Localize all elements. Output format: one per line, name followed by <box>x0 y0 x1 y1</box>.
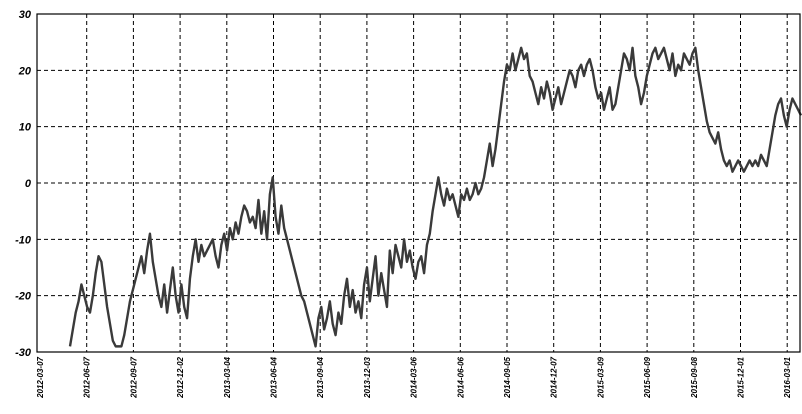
x-tick-label: 2014-12-07 <box>550 356 559 398</box>
x-tick-label: 2014-09-05 <box>503 356 512 398</box>
y-tick-label: 10 <box>19 122 32 134</box>
x-tick: 2012-09-07 <box>129 356 138 398</box>
x-tick: 2015-03-09 <box>596 356 605 398</box>
y-tick-label: 20 <box>18 65 32 77</box>
x-tick: 2013-09-04 <box>316 356 325 398</box>
x-tick: 2014-03-06 <box>410 356 419 398</box>
y-tick: 30 <box>19 9 32 21</box>
x-tick: 2014-12-07 <box>550 356 559 398</box>
x-tick: 2014-06-06 <box>456 356 465 398</box>
y-axis-ticks: 30 20 10 0 -10 -20 -30 <box>15 9 32 359</box>
x-tick: 2015-09-08 <box>690 356 699 398</box>
x-tick-label: 2013-03-04 <box>223 356 232 398</box>
y-tick-label: -10 <box>15 234 32 246</box>
series-line <box>68 46 802 348</box>
x-tick-label: 2016-03-01 <box>783 356 792 398</box>
plot-frame <box>36 13 801 353</box>
x-tick: 2013-12-03 <box>363 356 372 398</box>
y-tick-label: 30 <box>19 9 32 21</box>
x-tick: 2012-06-07 <box>83 356 92 398</box>
x-tick-label: 2012-06-07 <box>83 356 92 398</box>
y-tick: 10 <box>19 122 32 134</box>
y-tick-label: 0 <box>25 178 32 190</box>
x-tick-label: 2013-06-04 <box>270 356 279 398</box>
x-tick-label: 2015-12-01 <box>737 356 746 398</box>
x-tick-label: 2012-12-02 <box>176 356 185 398</box>
x-axis-ticks: 2012-03-07 2012-06-07 2012-09-07 2012-12-02… <box>36 356 792 398</box>
x-tick-label: 2015-03-09 <box>596 356 605 398</box>
x-tick: 2013-06-04 <box>270 356 279 398</box>
x-tick: 2015-12-01 <box>737 356 746 398</box>
x-tick: 2013-03-04 <box>223 356 232 398</box>
y-tick-label: -30 <box>15 347 32 359</box>
x-tick: 2014-09-05 <box>503 356 512 398</box>
x-tick-label: 2012-03-07 <box>36 356 45 398</box>
y-tick: 0 <box>25 178 32 190</box>
grid-lines <box>37 14 800 352</box>
y-tick: 20 <box>18 65 32 77</box>
y-tick: -20 <box>15 291 32 303</box>
x-tick: 2015-06-09 <box>643 356 652 398</box>
x-tick: 2012-03-07 <box>36 356 45 398</box>
x-tick: 2012-12-02 <box>176 356 185 398</box>
x-tick-label: 2015-06-09 <box>643 356 652 398</box>
y-tick: -30 <box>15 347 32 359</box>
x-tick: 2016-03-01 <box>783 356 792 398</box>
x-tick-label: 2015-09-08 <box>690 356 699 398</box>
x-tick-label: 2013-09-04 <box>316 356 325 398</box>
y-tick: -10 <box>15 234 32 246</box>
x-tick-label: 2013-12-03 <box>363 356 372 398</box>
x-tick-label: 2014-03-06 <box>410 356 419 398</box>
x-tick-label: 2012-09-07 <box>129 356 138 398</box>
x-tick-label: 2014-06-06 <box>456 356 465 398</box>
y-tick-label: -20 <box>15 291 32 303</box>
